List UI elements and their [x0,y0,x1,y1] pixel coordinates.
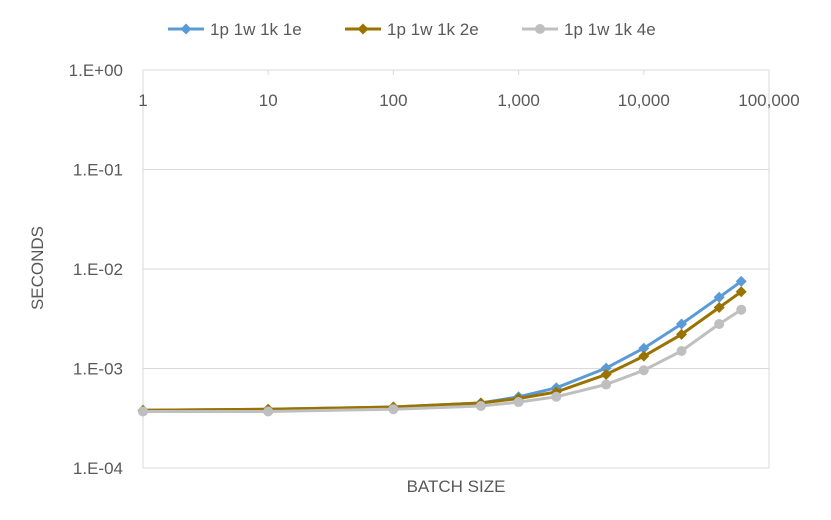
data-point [714,319,725,330]
legend-label: 1p 1w 1k 2e [387,20,479,39]
data-point [475,400,486,411]
legend-marker [535,24,545,34]
data-point [675,328,687,340]
legend-marker [357,23,369,35]
series-3 [138,304,747,417]
data-point [736,304,747,315]
legend-item: 1p 1w 1k 1e [168,20,302,39]
x-tick-label: 100 [379,91,407,110]
data-point [513,397,524,408]
data-point [601,379,612,390]
series-group [137,275,747,417]
y-tick-label: 1.E-03 [73,360,123,379]
legend-label: 1p 1w 1k 1e [210,20,302,39]
x-tick-label: 1 [138,91,147,110]
y-tick-label: 1.E-04 [73,459,123,478]
data-point [600,369,612,381]
y-axis-ticks: 1.E+00 1.E-01 1.E-02 1.E-03 1.E-04 [69,61,123,478]
legend: 1p 1w 1k 1e 1p 1w 1k 2e 1p 1w 1k 4e [168,20,656,39]
x-tick-label: 100,000 [738,91,799,110]
y-tick-label: 1.E-01 [73,161,123,180]
data-point [388,404,399,415]
x-axis-title: BATCH SIZE [407,477,506,496]
y-axis-title: SECONDS [28,226,47,310]
series-line [143,308,743,413]
data-point [713,302,725,314]
data-point [263,406,274,417]
legend-item: 1p 1w 1k 4e [522,20,656,39]
x-tick-label: 10,000 [618,91,670,110]
gridlines [142,69,770,469]
data-point [735,275,747,287]
legend-marker [180,23,192,35]
x-tick-label: 1,000 [497,91,540,110]
series-line [142,290,743,412]
data-point [676,345,687,356]
legend-item: 1p 1w 1k 2e [345,20,479,39]
data-point [675,318,687,330]
series-1 [137,275,747,416]
data-point [638,365,649,376]
data-point [638,350,650,362]
y-tick-label: 1.E+00 [69,61,123,80]
legend-label: 1p 1w 1k 4e [564,20,656,39]
x-axis-ticks: 1 10 100 1,000 10,000 100,000 [138,70,800,110]
data-point [600,362,612,374]
data-point [713,291,725,303]
y-tick-label: 1.E-02 [73,260,123,279]
series-line [142,280,743,412]
data-point [551,391,562,402]
x-tick-label: 10 [259,91,278,110]
series-2 [137,286,747,416]
data-point [138,406,148,417]
data-point [638,342,650,354]
data-point [735,286,747,298]
